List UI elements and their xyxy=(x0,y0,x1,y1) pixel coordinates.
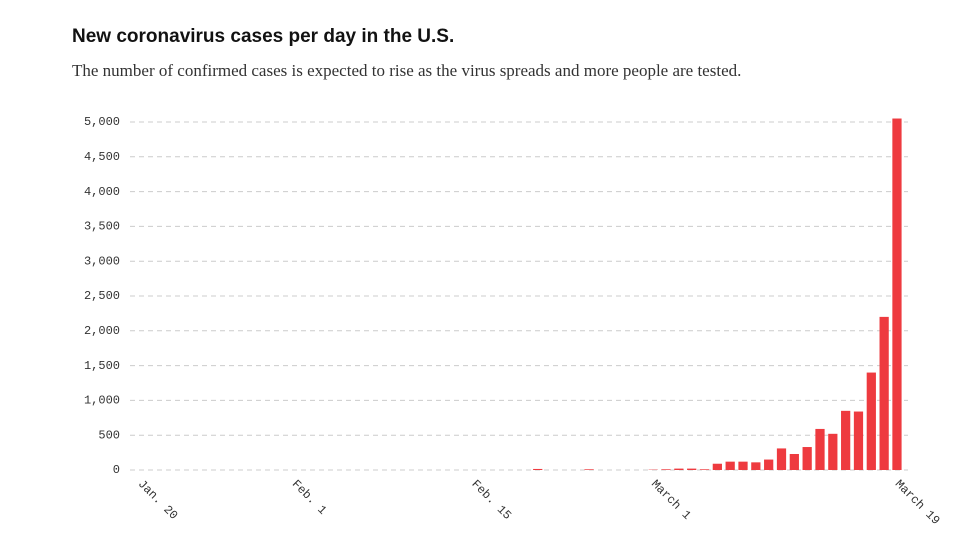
bar xyxy=(661,469,671,470)
y-tick-label: 4,500 xyxy=(84,150,120,164)
y-tick-label: 500 xyxy=(98,428,120,442)
y-tick-label: 5,000 xyxy=(84,115,120,129)
bar xyxy=(687,468,697,470)
bar xyxy=(674,468,684,470)
bar xyxy=(853,411,864,470)
y-tick-label: 0 xyxy=(113,463,120,477)
x-tick-label: Jan. 20 xyxy=(135,477,181,523)
chart-subtitle: The number of confirmed cases is expecte… xyxy=(72,61,741,80)
bar xyxy=(776,448,787,470)
bar xyxy=(789,453,799,470)
bar xyxy=(584,469,594,470)
bar xyxy=(533,468,543,470)
y-tick-label: 4,000 xyxy=(84,185,120,199)
bar xyxy=(815,428,825,470)
bar xyxy=(892,118,902,471)
bar xyxy=(841,410,851,470)
bar xyxy=(712,463,722,470)
y-tick-label: 2,500 xyxy=(84,289,120,303)
bar xyxy=(866,372,876,470)
y-tick-label: 3,000 xyxy=(84,254,120,268)
bar xyxy=(738,461,748,470)
x-tick-label: Feb. 15 xyxy=(469,477,515,523)
bar xyxy=(699,469,710,470)
bar xyxy=(879,316,889,470)
y-tick-label: 2,000 xyxy=(84,324,120,338)
bar xyxy=(802,447,812,470)
chart-title: New coronavirus cases per day in the U.S… xyxy=(72,26,454,47)
bar xyxy=(725,461,735,470)
x-tick-label: Feb. 1 xyxy=(289,477,329,517)
x-tick-label: March 19 xyxy=(892,477,943,528)
bar xyxy=(828,433,838,470)
bar xyxy=(764,459,774,470)
y-tick-label: 3,500 xyxy=(84,220,120,234)
y-tick-label: 1,000 xyxy=(84,394,120,408)
y-tick-label: 1,500 xyxy=(84,359,120,373)
x-tick-label: March 1 xyxy=(648,477,694,523)
bar xyxy=(751,462,761,470)
